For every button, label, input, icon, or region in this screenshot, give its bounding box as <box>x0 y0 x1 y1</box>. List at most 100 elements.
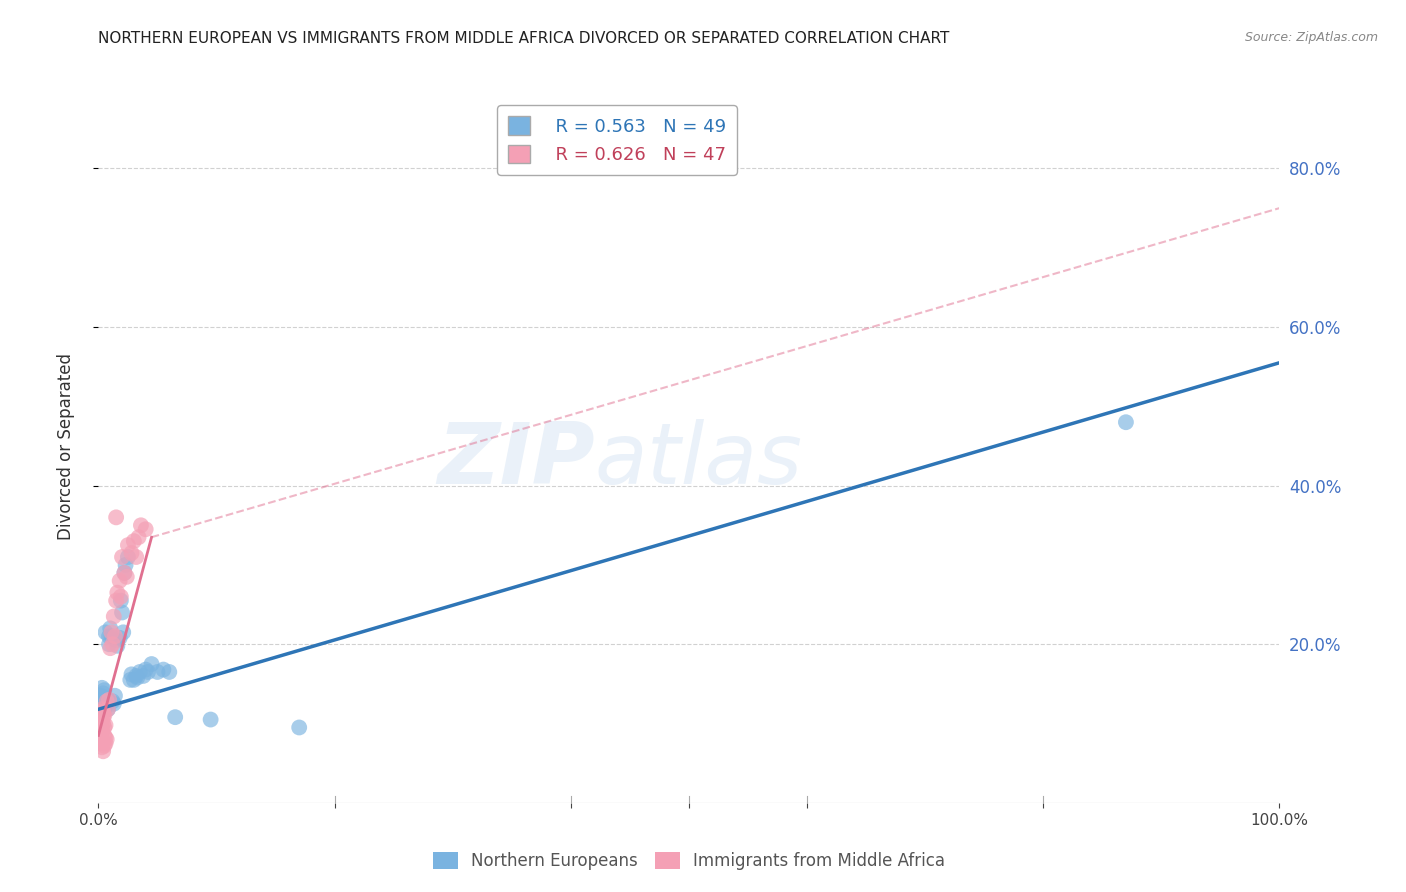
Point <box>97 702 120 716</box>
Point <box>94 731 117 745</box>
Point <box>93 683 115 698</box>
Point <box>91 721 114 735</box>
Point <box>125 669 148 683</box>
Point <box>96 694 118 708</box>
Point <box>98 629 121 643</box>
Point <box>100 629 122 643</box>
Point <box>1115 415 1137 429</box>
Point <box>101 637 124 651</box>
Legend: Northern Europeans, Immigrants from Middle Africa: Northern Europeans, Immigrants from Midd… <box>426 845 952 877</box>
Point <box>122 673 145 687</box>
Point <box>135 663 157 677</box>
Point <box>129 518 152 533</box>
Point <box>112 566 135 580</box>
Point <box>90 716 112 731</box>
Point <box>288 721 311 735</box>
Point <box>111 549 134 564</box>
Point <box>91 700 114 714</box>
Point <box>94 718 117 732</box>
Point <box>89 705 111 719</box>
Point <box>122 534 145 549</box>
Point <box>136 665 159 679</box>
Text: ZIP: ZIP <box>437 418 595 502</box>
Point <box>91 710 114 724</box>
Point <box>101 694 124 708</box>
Point <box>110 593 132 607</box>
Point <box>114 558 136 572</box>
Point <box>89 713 111 727</box>
Point <box>91 744 114 758</box>
Point <box>128 530 150 544</box>
Point <box>91 692 114 706</box>
Point <box>93 728 115 742</box>
Text: NORTHERN EUROPEAN VS IMMIGRANTS FROM MIDDLE AFRICA DIVORCED OR SEPARATED CORRELA: NORTHERN EUROPEAN VS IMMIGRANTS FROM MID… <box>98 31 950 46</box>
Point <box>90 705 112 719</box>
Point <box>117 549 139 564</box>
Point <box>146 665 169 679</box>
Point <box>91 681 114 695</box>
Point <box>93 690 115 705</box>
Point <box>111 606 134 620</box>
Point <box>141 657 163 671</box>
Point <box>94 625 117 640</box>
Point <box>96 697 118 711</box>
Point <box>91 686 114 700</box>
Point <box>128 665 150 679</box>
Point <box>103 609 125 624</box>
Text: Source: ZipAtlas.com: Source: ZipAtlas.com <box>1244 31 1378 45</box>
Point <box>200 713 222 727</box>
Point <box>104 689 127 703</box>
Point <box>127 671 149 685</box>
Point <box>105 510 128 524</box>
Point <box>93 721 115 735</box>
Point <box>121 667 143 681</box>
Point <box>98 637 121 651</box>
Point <box>98 641 121 656</box>
Point <box>96 694 118 708</box>
Point <box>108 631 131 645</box>
Point <box>108 574 131 588</box>
Point <box>90 726 112 740</box>
Point <box>105 585 128 599</box>
Point <box>100 625 122 640</box>
Point <box>97 702 120 716</box>
Point <box>91 724 114 739</box>
Point <box>110 590 132 604</box>
Point <box>91 705 114 719</box>
Point <box>91 716 114 731</box>
Point <box>93 739 115 753</box>
Point <box>135 522 157 536</box>
Point <box>105 639 128 653</box>
Point <box>96 732 118 747</box>
Point <box>117 538 139 552</box>
Point <box>91 740 114 755</box>
Text: atlas: atlas <box>595 418 803 502</box>
Point <box>91 694 114 708</box>
Point <box>90 710 112 724</box>
Point <box>115 570 138 584</box>
Point <box>98 621 121 635</box>
Point <box>94 736 117 750</box>
Point <box>152 663 174 677</box>
Point <box>105 633 128 648</box>
Point <box>93 708 115 723</box>
Point <box>90 736 112 750</box>
Point <box>91 702 114 716</box>
Point <box>120 673 142 687</box>
Point <box>157 665 180 679</box>
Point <box>91 713 114 727</box>
Point <box>97 692 120 706</box>
Point <box>165 710 187 724</box>
Point <box>104 629 127 643</box>
Point <box>94 692 117 706</box>
Point <box>98 692 121 706</box>
Point <box>91 697 114 711</box>
Point <box>103 697 125 711</box>
Point <box>132 669 155 683</box>
Point <box>105 593 128 607</box>
Point <box>121 546 143 560</box>
Point <box>125 549 148 564</box>
Point <box>112 625 135 640</box>
Point <box>93 702 115 716</box>
Y-axis label: Divorced or Separated: Divorced or Separated <box>56 352 75 540</box>
